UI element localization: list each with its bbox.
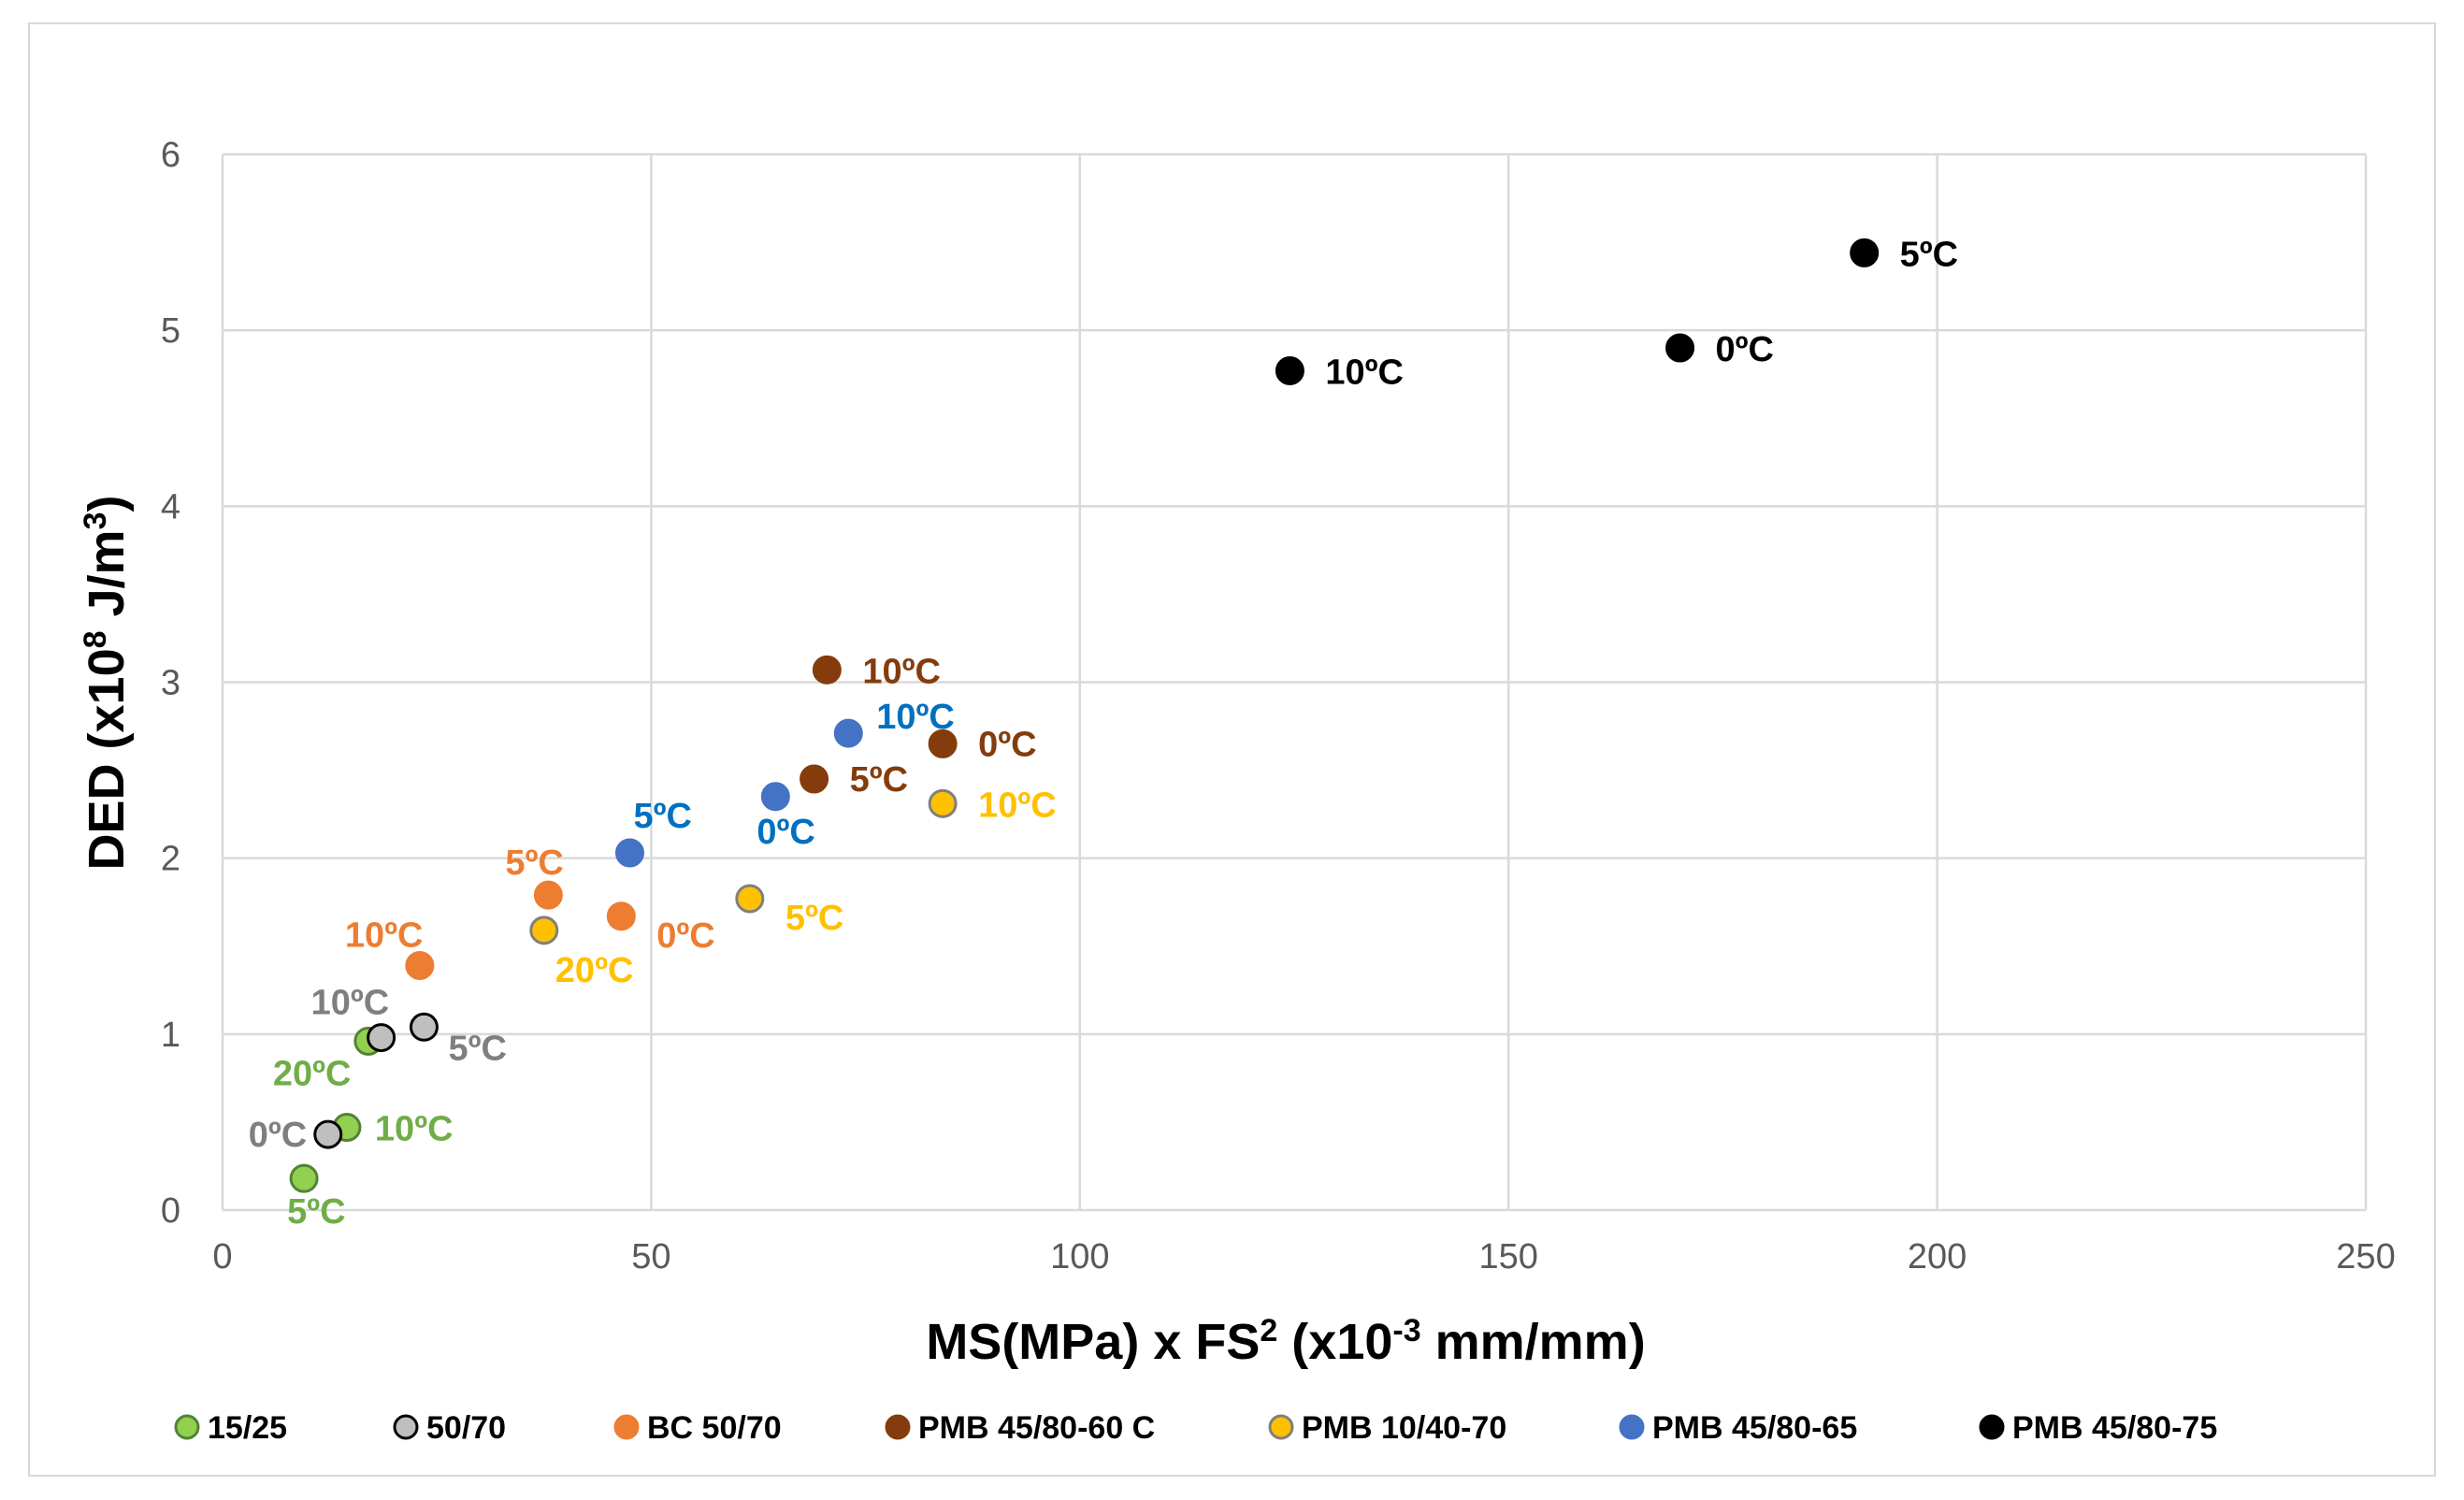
point-label: 20ºC [555,951,634,990]
point-labels: 5ºC 10ºC 20ºC 0ºC 10ºC 5ºC 10ºC 5ºC 0ºC 10ºC 5ºC 0º… [249,235,1958,1232]
data-point [533,880,563,910]
legend-item: PMB 10/40-70 [1268,1410,1506,1446]
x-tick-label: 100 [1050,1237,1109,1276]
data-point [529,916,559,945]
data-point [812,655,842,685]
point-label: 0ºC [756,813,814,852]
point-label: 5ºC [850,760,908,800]
y-tick-label: 6 [161,136,180,175]
x-tick-label: 200 [1908,1237,1967,1276]
legend-label: PMB 45/80-65 [1652,1410,1857,1446]
point-label: 0ºC [656,916,714,956]
legend-label: BC 50/70 [647,1410,782,1446]
chart-frame [28,22,2436,1477]
point-label: 10ºC [375,1110,454,1149]
point-label: 0ºC [978,725,1036,764]
legend-label: 50/70 [426,1410,506,1446]
y-tick-label: 4 [161,487,180,526]
data-point [928,728,958,758]
y-axis-title: DED (x108 J/m3) [78,496,135,871]
legend-item: 50/70 [393,1410,506,1446]
data-point [760,782,790,812]
x-tick-label: 0 [212,1237,232,1276]
legend-item: PMB 45/80-65 [1619,1410,1857,1446]
legend-marker [393,1414,419,1440]
legend: 15/25 50/70 BC 50/70 PMB 45/80-60 C PMB 10/4… [174,1410,2217,1446]
legend-marker [1268,1414,1294,1440]
point-label: 0ºC [1716,330,1774,369]
point-label: 5ºC [505,844,563,883]
point-label: 10ºC [862,652,941,691]
legend-item: PMB 45/80-75 [1979,1410,2217,1446]
legend-marker [1979,1414,2005,1440]
legend-marker [613,1414,640,1440]
data-point [1275,355,1304,385]
point-label: 10ºC [876,698,955,737]
data-point [606,901,636,931]
data-point [735,884,765,914]
legend-label: PMB 10/40-70 [1302,1410,1506,1446]
x-tick-label: 250 [2336,1237,2395,1276]
legend-marker [1619,1414,1645,1440]
legend-item: 15/25 [174,1410,287,1446]
point-label: 0ºC [249,1116,307,1155]
tick-labels: 0 50 100 150 200 250 0 1 2 3 4 5 6 [161,136,2396,1276]
legend-label: PMB 45/80-60 C [918,1410,1155,1446]
data-point [367,1023,396,1053]
data-point [614,838,644,868]
data-point [409,1012,439,1042]
point-label: 5ºC [1900,235,1958,274]
data-point [1850,238,1880,267]
y-tick-label: 1 [161,1016,180,1055]
data-point [313,1119,343,1149]
point-label: 10ºC [978,786,1057,825]
legend-item: PMB 45/80-60 C [885,1410,1155,1446]
point-label: 5ºC [448,1029,506,1068]
point-label: 10ºC [311,984,390,1023]
x-tick-label: 150 [1478,1237,1537,1276]
data-point [928,788,958,818]
data-point [405,950,435,980]
legend-marker [885,1414,911,1440]
point-label: 20ºC [273,1054,352,1093]
data-point [1665,333,1695,363]
point-label: 5ºC [633,797,691,836]
legend-label: 15/25 [208,1410,287,1446]
y-tick-label: 0 [161,1191,180,1231]
y-tick-label: 3 [161,664,180,703]
data-point [289,1163,319,1193]
point-label: 10ºC [1325,353,1404,392]
legend-label: PMB 45/80-75 [2012,1410,2217,1446]
legend-item: BC 50/70 [613,1410,782,1446]
point-label: 5ºC [287,1192,345,1232]
gridlines [221,152,2368,1212]
data-point [833,718,863,748]
data-points [289,238,1880,1193]
x-tick-label: 50 [631,1237,670,1276]
point-label: 10ºC [345,916,424,955]
x-axis-title: MS(MPa) x FS2 (x10-3 mm/mm) [926,1313,1645,1370]
y-tick-label: 5 [161,311,180,351]
legend-marker [174,1414,200,1440]
data-point [800,764,829,794]
point-label: 5ºC [785,899,843,938]
y-tick-label: 2 [161,840,180,879]
